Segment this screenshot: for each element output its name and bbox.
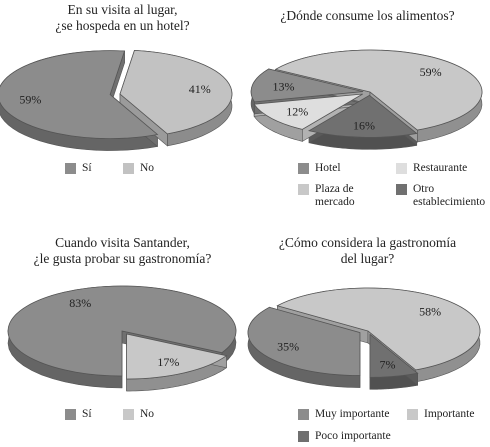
- pie-data-label: 41%: [189, 82, 211, 96]
- legend-swatch: [298, 184, 309, 195]
- pie-slice-1: [308, 94, 418, 138]
- legend-item-si: Sí: [65, 162, 92, 175]
- pie-data-label: 13%: [272, 80, 294, 94]
- legend-swatch: [396, 163, 407, 174]
- title-line: ¿se hospeda en un hotel?: [55, 18, 190, 33]
- pie-data-label: 83%: [69, 296, 91, 310]
- legend-swatch: [407, 409, 418, 420]
- legend-swatch: [123, 163, 134, 174]
- chart-title: ¿Dónde consume los alimentos?: [245, 8, 490, 24]
- legend-label: Hotel: [315, 162, 341, 174]
- legend-item-muy-importante: Muy importante: [298, 408, 389, 421]
- pie-slice-3: [250, 68, 364, 103]
- legend-swatch: [298, 163, 309, 174]
- title-line: ¿Dónde consume los alimentos?: [280, 8, 455, 23]
- chart-hotel-stay: En su visita al lugar, ¿se hospeda en un…: [0, 0, 245, 223]
- legend-label: Restaurante: [413, 162, 468, 174]
- pie-slice-2: [126, 333, 228, 380]
- legend-label: Sí: [82, 408, 92, 420]
- pie-slice-1: [247, 306, 361, 376]
- pie-data-label: 35%: [277, 340, 299, 354]
- legend-swatch: [65, 409, 76, 420]
- pie-data-label: 16%: [353, 119, 375, 133]
- pie-data-label: 58%: [419, 304, 441, 318]
- pie-data-label: 59%: [420, 65, 442, 79]
- legend-item-importante: Importante: [407, 408, 474, 421]
- title-line: En su visita al lugar,: [67, 2, 178, 17]
- legend: Sí No: [0, 224, 245, 447]
- pie-data-label: 7%: [380, 358, 396, 372]
- legend-swatch: [298, 409, 309, 420]
- chart-title: Cuando visita Santander, ¿le gusta proba…: [0, 235, 245, 267]
- legend-swatch: [65, 163, 76, 174]
- pie-chart: 35% 58% 7%: [247, 287, 481, 390]
- legend-label: Otro establecimiento: [413, 183, 486, 208]
- legend-item-otro: Otro establecimiento: [396, 183, 485, 209]
- chart-gastronomy-importance: ¿Cómo considera la gastronomía del lugar…: [245, 224, 490, 447]
- legend: Hotel Restaurante Plaza de mercado Otro …: [245, 0, 490, 223]
- legend-label: No: [140, 162, 155, 174]
- pie-chart: 83% 17%: [7, 285, 237, 392]
- pie-slice-1: [7, 285, 237, 377]
- legend-item-poco-importante: Poco importante: [298, 430, 391, 443]
- chart-title: ¿Cómo considera la gastronomía del lugar…: [245, 235, 490, 267]
- pie-slice-4: [274, 49, 483, 131]
- pie-data-label: 59%: [19, 92, 41, 106]
- legend-item-no: No: [123, 162, 154, 175]
- legend-label: Muy importante: [315, 408, 390, 420]
- legend-label: Importante: [424, 408, 475, 420]
- legend-item-hotel: Hotel: [298, 162, 341, 175]
- chart-food-location: ¿Dónde consume los alimentos? 16% 12% 13% 5…: [245, 0, 490, 223]
- pie-slice-2: [276, 287, 481, 371]
- pie-data-label: 12%: [286, 105, 308, 119]
- legend-item-no: No: [123, 408, 154, 421]
- legend-label: Plaza de mercado: [315, 183, 355, 208]
- legend: Muy importante Importante Poco important…: [245, 224, 490, 447]
- title-line: ¿Cómo considera la gastronomía: [278, 235, 457, 250]
- legend-item-restaurante: Restaurante: [396, 162, 467, 175]
- title-line: del lugar?: [340, 251, 395, 266]
- legend-swatch: [298, 431, 309, 442]
- pie-slice-3: [369, 333, 419, 378]
- pie-slice-2: [253, 93, 363, 130]
- legend-swatch: [396, 184, 407, 195]
- pie-data-label: 17%: [157, 355, 179, 369]
- chart-title: En su visita al lugar, ¿se hospeda en un…: [0, 2, 245, 34]
- legend-swatch: [123, 409, 134, 420]
- pie-chart: 59% 41%: [0, 49, 233, 151]
- title-line: Cuando visita Santander,: [55, 235, 190, 250]
- legend-item-plaza: Plaza de mercado: [298, 183, 355, 209]
- title-line: ¿le gusta probar su gastronomía?: [33, 251, 212, 266]
- legend-label: No: [140, 408, 155, 420]
- pie-slice-2: [119, 49, 233, 135]
- legend-item-si: Sí: [65, 408, 92, 421]
- pie-slice-1: [0, 50, 159, 139]
- chart-try-gastronomy: Cuando visita Santander, ¿le gusta proba…: [0, 224, 245, 447]
- legend-label: Poco importante: [315, 430, 391, 442]
- pie-chart: 16% 12% 13% 59%: [250, 49, 483, 150]
- legend-label: Sí: [82, 162, 92, 174]
- legend: Sí No: [0, 0, 245, 223]
